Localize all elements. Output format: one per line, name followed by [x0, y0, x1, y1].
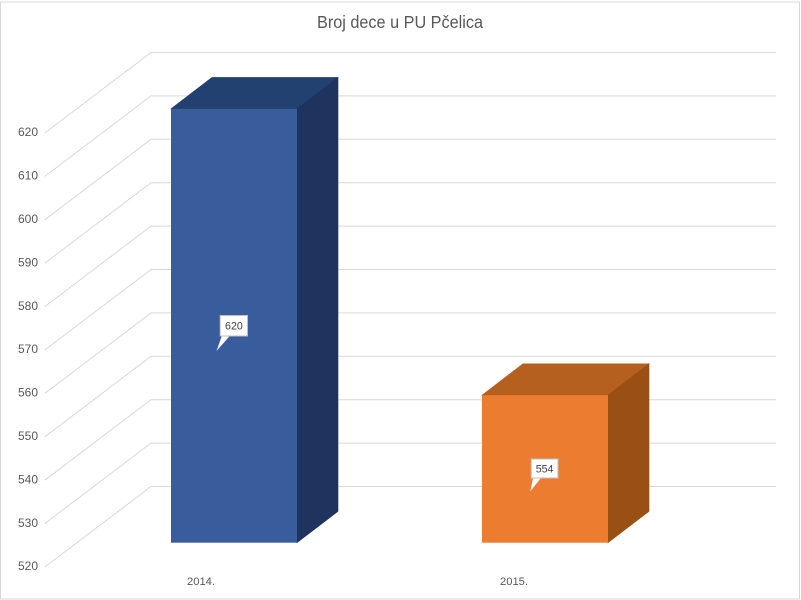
- svg-text:550: 550: [18, 429, 38, 443]
- svg-text:610: 610: [18, 169, 38, 183]
- svg-text:530: 530: [18, 516, 38, 530]
- svg-text:590: 590: [18, 255, 38, 269]
- svg-text:580: 580: [18, 299, 38, 313]
- svg-text:620: 620: [18, 125, 38, 139]
- svg-text:2015.: 2015.: [500, 576, 528, 588]
- svg-text:554: 554: [536, 463, 554, 475]
- svg-text:2014.: 2014.: [187, 576, 215, 588]
- svg-text:560: 560: [18, 386, 38, 400]
- svg-text:570: 570: [18, 342, 38, 356]
- svg-text:540: 540: [18, 472, 38, 486]
- svg-text:620: 620: [225, 320, 243, 332]
- svg-text:600: 600: [18, 212, 38, 226]
- svg-text:Broj dece u PU Pčelica: Broj dece u PU Pčelica: [317, 12, 483, 32]
- svg-text:520: 520: [18, 559, 38, 573]
